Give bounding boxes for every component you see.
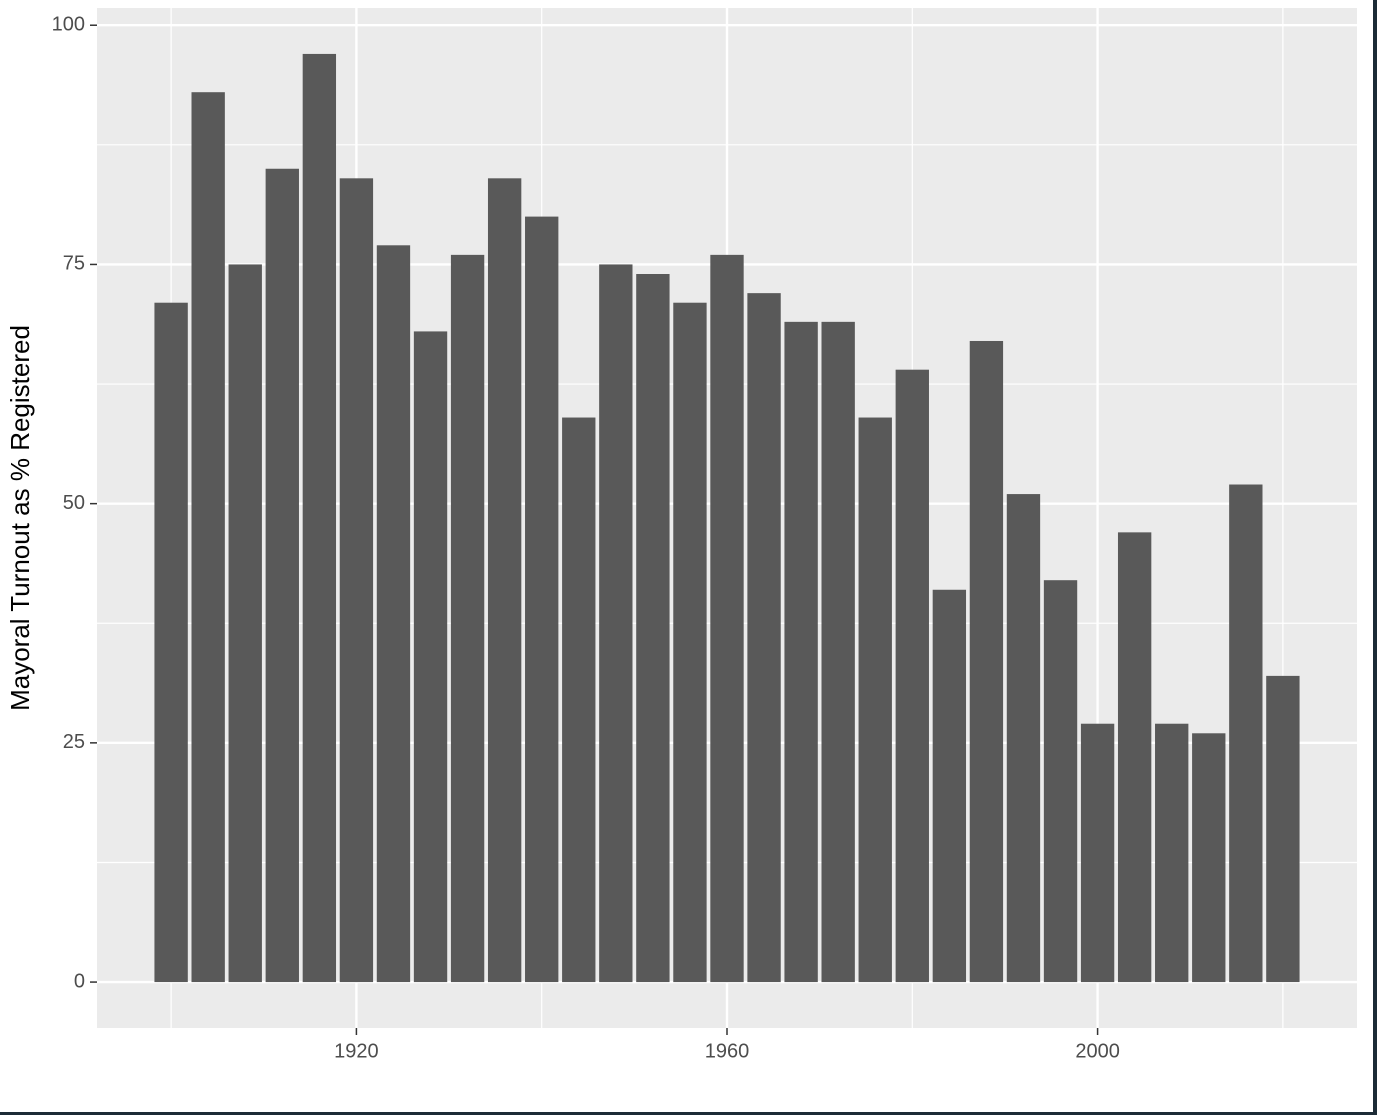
bar [376, 245, 411, 983]
bar [1229, 484, 1263, 983]
x-tick-label: 2000 [1075, 1040, 1120, 1062]
bar [302, 53, 337, 983]
bar [228, 264, 262, 983]
bar [450, 254, 485, 983]
y-tick-label: 50 [63, 492, 85, 514]
bar [487, 178, 522, 983]
bar [710, 254, 744, 983]
bar [562, 417, 596, 983]
bar [1080, 723, 1115, 983]
bar [413, 331, 448, 983]
bar [154, 302, 188, 983]
bar [747, 293, 781, 983]
window-edge [0, 1112, 1377, 1115]
bar [1043, 580, 1078, 983]
bar [1117, 532, 1152, 983]
y-tick-label: 100 [52, 14, 85, 36]
bar [191, 92, 225, 983]
x-tick-label: 1920 [334, 1040, 379, 1062]
bar [636, 274, 670, 983]
bar [895, 369, 929, 983]
bar [265, 168, 299, 983]
bar [1006, 494, 1041, 983]
y-tick-label: 75 [63, 253, 85, 275]
y-axis-label: Mayoral Turnout as % Registered [5, 325, 35, 711]
bar [673, 302, 707, 983]
window-edge [1373, 0, 1377, 1115]
bar [969, 340, 1004, 983]
bar [1266, 675, 1300, 983]
bar [1155, 723, 1189, 983]
bar [1192, 733, 1226, 983]
bar [339, 178, 374, 983]
bar [932, 589, 967, 983]
x-tick-label: 1960 [705, 1040, 750, 1062]
bar [599, 264, 633, 983]
y-tick-label: 25 [63, 731, 85, 753]
bar [821, 321, 855, 983]
y-tick-label: 0 [74, 970, 85, 992]
bar [784, 321, 818, 983]
bar [858, 417, 892, 983]
bar [525, 216, 559, 983]
